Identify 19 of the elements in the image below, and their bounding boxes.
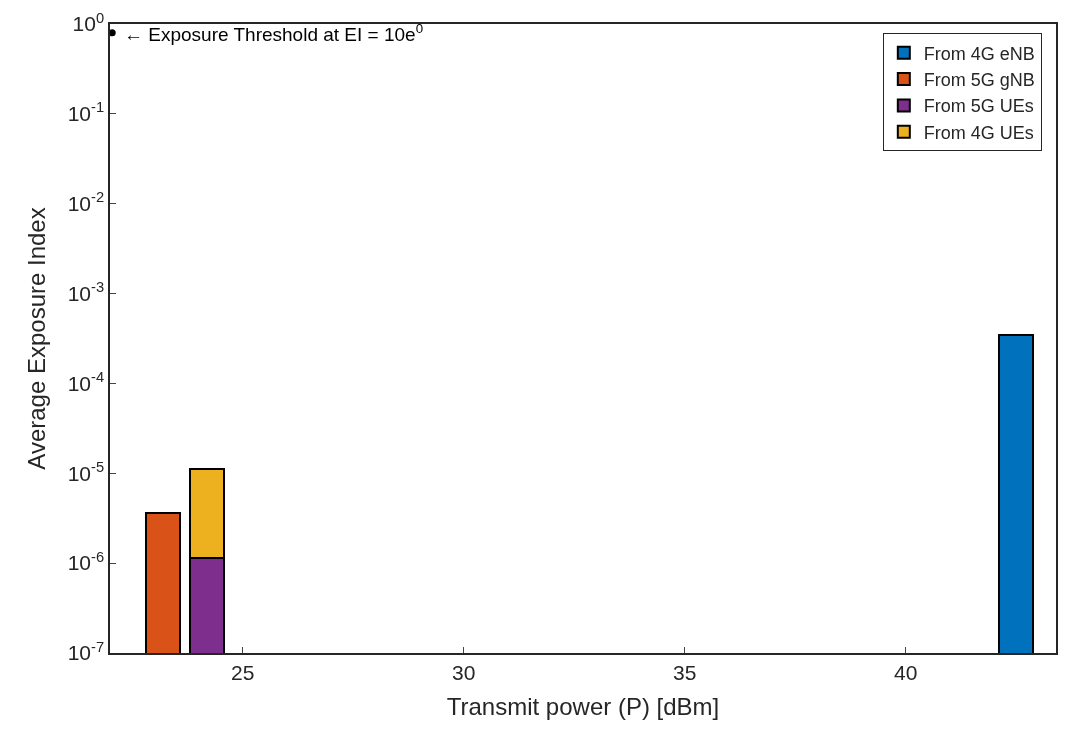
legend-label: From 4G eNB (923, 43, 1035, 64)
y-tick-label: 10$^{-6}$ (67, 548, 105, 575)
x-tick-label: 40 (894, 660, 918, 684)
y-tick-label: 10$^{-5}$ (67, 458, 105, 485)
y-tick-label: 10$^{0}$ (72, 9, 105, 36)
annotation: ← Exposure Threshold at EI = 10e$^{0}$ (124, 21, 424, 45)
y-tick-label: 10$^{-4}$ (67, 368, 105, 395)
legend-label: From 4G UEs (923, 122, 1034, 143)
x-tick-label: 35 (672, 660, 697, 684)
y-tick-label: 10$^{-2}$ (67, 189, 105, 216)
legend-label: From 5G UEs (923, 96, 1034, 117)
y-tick-label: 10$^{-1}$ (67, 99, 105, 126)
x-tick-label: 25 (230, 660, 255, 684)
x-tick-label: 30 (451, 660, 476, 684)
y-tick-label: 10$^{-3}$ (67, 279, 105, 305)
legend-label: From 5G gNB (923, 70, 1035, 91)
y-tick-label: 10$^{-7}$ (67, 638, 105, 665)
y-axis-title: Average Exposure Index (23, 207, 51, 470)
x-axis-title: Transmit power (P) [dBm] (446, 692, 720, 720)
